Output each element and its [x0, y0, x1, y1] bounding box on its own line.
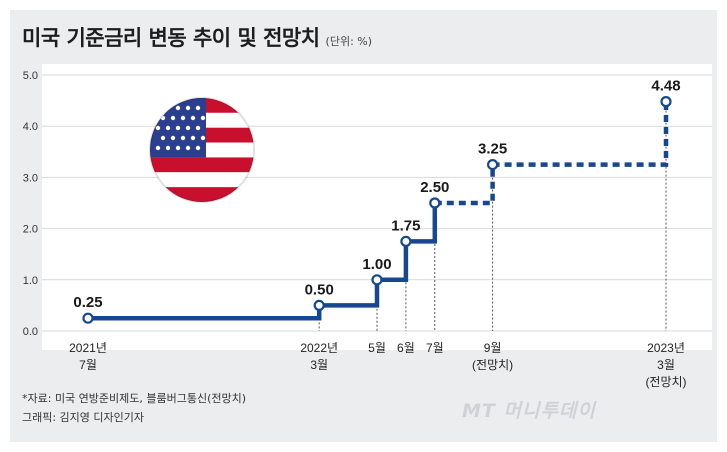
data-label: 3.25	[478, 141, 507, 158]
series-step	[88, 305, 322, 321]
y-tick-label: 2.0	[23, 224, 38, 236]
data-point	[313, 299, 325, 311]
projected-step	[492, 101, 669, 167]
title-row: 미국 기준금리 변동 추이 및 전망치 (단위: %)	[22, 22, 372, 52]
data-label: 0.25	[73, 294, 102, 311]
data-label: 4.48	[651, 78, 680, 95]
x-tick-label: 3월	[310, 358, 328, 372]
series-step	[405, 203, 438, 244]
y-tick-label: 0.0	[23, 326, 38, 338]
chart-title: 미국 기준금리 변동 추이 및 전망치	[22, 26, 320, 50]
watermark-logo: MT 머니투데이	[462, 400, 596, 422]
x-tick-label: 6월	[397, 341, 415, 355]
data-label: 2.50	[420, 179, 449, 196]
data-label: 1.75	[391, 217, 420, 234]
data-label: 0.50	[305, 281, 334, 298]
data-point	[400, 235, 412, 247]
y-tick-label: 4.0	[23, 121, 38, 133]
y-tick-label: 5.0	[23, 70, 38, 82]
data-label: 1.00	[362, 256, 391, 273]
data-point	[429, 197, 441, 209]
x-tick-label: (전망치)	[645, 375, 686, 389]
x-tick-label: 7월	[426, 341, 444, 355]
unit-label: (단위: %)	[325, 35, 373, 48]
y-tick-label: 3.0	[23, 172, 38, 184]
credit-note: 그래픽: 김지영 디자인기자	[22, 411, 145, 424]
x-tick-label: 2022년	[300, 341, 338, 355]
us-flag-icon	[149, 97, 255, 203]
x-tick-label: 7월	[79, 358, 97, 372]
x-tick-label: 2021년	[69, 341, 107, 355]
data-point	[82, 312, 94, 324]
x-tick-label: 5월	[368, 341, 386, 355]
x-tick-label: (전망치)	[472, 358, 513, 372]
series-step	[319, 279, 380, 308]
data-point	[660, 96, 672, 108]
series-step	[377, 241, 409, 283]
data-point	[487, 159, 499, 171]
source-note: *자료: 미국 연방준비제도, 블룸버그통신(전망치)	[22, 392, 247, 405]
x-tick-label: 2023년	[647, 341, 685, 355]
y-tick-label: 1.0	[23, 275, 38, 287]
x-tick-label: 9월	[484, 341, 502, 355]
data-point	[371, 274, 383, 286]
x-tick-label: 3월	[657, 358, 675, 372]
